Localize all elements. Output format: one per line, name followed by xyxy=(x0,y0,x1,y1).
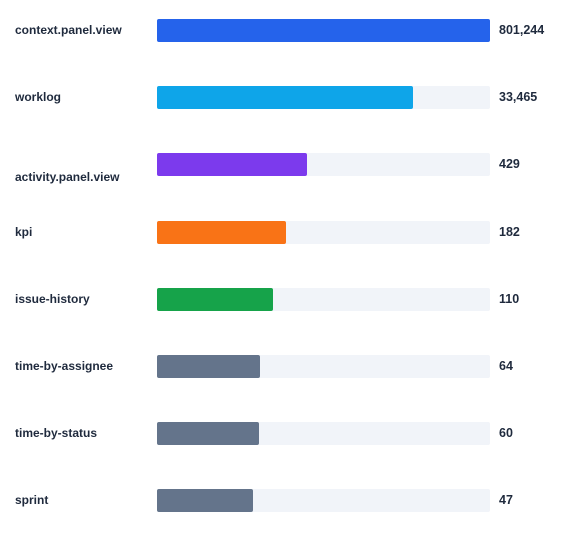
value-label: 110 xyxy=(499,292,520,306)
bar-row: activity.panel.view 429 xyxy=(0,153,582,184)
bar-row: issue-history 110 xyxy=(0,288,582,312)
bar xyxy=(157,288,273,311)
bar xyxy=(157,422,259,445)
value-label: 64 xyxy=(499,359,513,373)
bar-row: kpi 182 xyxy=(0,221,582,245)
category-label: kpi xyxy=(15,225,33,239)
bar xyxy=(157,221,286,244)
category-label: worklog xyxy=(15,90,62,104)
bar-row: sprint 47 xyxy=(0,489,582,513)
bar-row: worklog 33,465 xyxy=(0,86,582,110)
bar-row: time-by-assignee 64 xyxy=(0,355,582,379)
category-label: time-by-status xyxy=(15,426,98,440)
value-label: 47 xyxy=(499,493,513,507)
bar xyxy=(157,86,413,109)
value-label: 60 xyxy=(499,426,513,440)
category-label: activity.panel.view xyxy=(15,170,120,184)
bar xyxy=(157,19,490,42)
bar xyxy=(157,355,260,378)
value-label: 429 xyxy=(499,157,520,171)
bar-row: time-by-status 60 xyxy=(0,422,582,446)
bar-row: context.panel.view 801,244 xyxy=(0,19,582,43)
category-label: sprint xyxy=(15,493,49,507)
value-label: 801,244 xyxy=(499,23,545,37)
value-label: 182 xyxy=(499,225,520,239)
category-label: issue-history xyxy=(15,292,90,306)
bar xyxy=(157,489,253,512)
category-label: time-by-assignee xyxy=(15,359,114,373)
value-label: 33,465 xyxy=(499,90,538,104)
bar xyxy=(157,153,307,176)
category-label: context.panel.view xyxy=(15,23,122,37)
